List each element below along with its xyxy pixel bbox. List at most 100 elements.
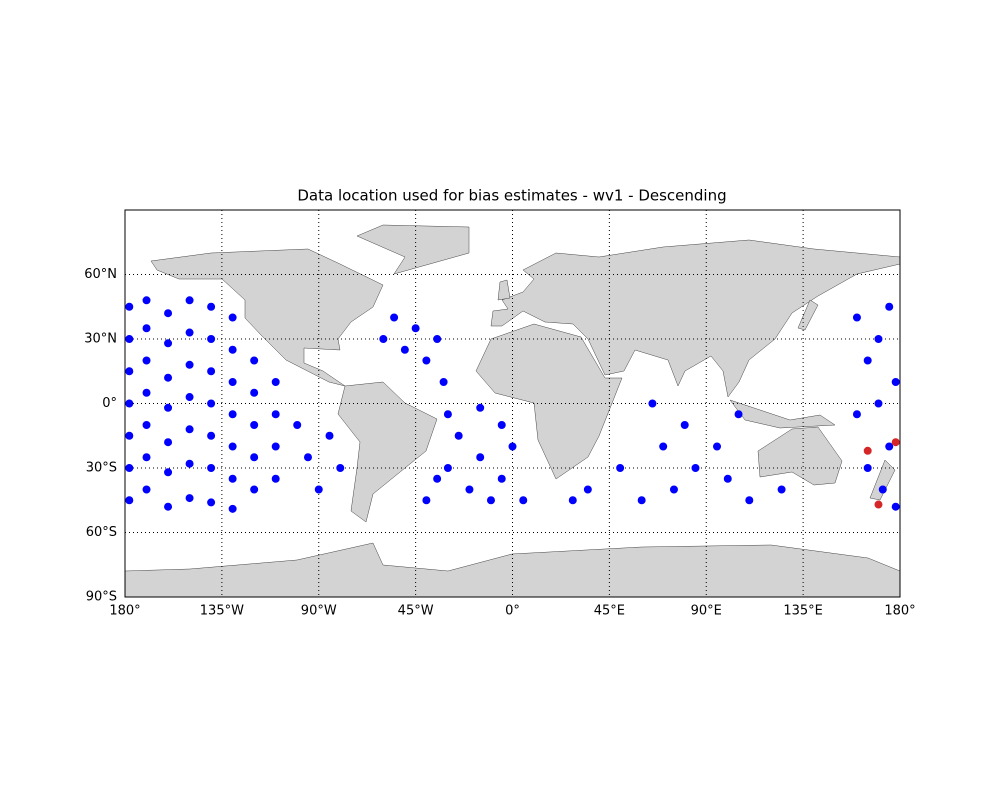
data-point [891, 502, 900, 511]
data-point [433, 474, 442, 483]
data-point [891, 438, 900, 447]
data-point [379, 335, 388, 343]
data-point [250, 388, 259, 397]
data-point [142, 421, 151, 429]
data-point [185, 393, 194, 402]
x-tick-label: 0° [505, 604, 520, 619]
data-point [185, 328, 194, 337]
data-point [125, 335, 134, 343]
data-point [271, 474, 280, 483]
data-point [734, 410, 743, 419]
data-point [874, 500, 883, 509]
data-point [852, 410, 861, 419]
y-tick-label: 90°S [86, 590, 117, 605]
data-point [142, 324, 151, 333]
data-point [465, 485, 474, 494]
data-point [659, 442, 668, 451]
data-point [583, 485, 592, 494]
data-point [400, 345, 409, 354]
data-point [669, 485, 678, 494]
data-point [228, 442, 237, 451]
data-point [314, 485, 323, 494]
data-point [125, 367, 134, 376]
data-point [616, 464, 625, 472]
data-point [185, 296, 194, 305]
y-tick-label: 30°N [84, 332, 117, 347]
y-tick-label: 60°N [84, 267, 117, 282]
x-tick-label: 180° [109, 604, 140, 619]
y-tick-label: 0° [102, 396, 117, 411]
new-zealand [869, 459, 896, 501]
data-point [207, 367, 216, 376]
data-point [411, 324, 420, 333]
data-point [874, 335, 883, 343]
data-point [228, 474, 237, 483]
data-point [207, 302, 216, 311]
data-point [125, 431, 134, 440]
y-tick-label: 30°S [86, 461, 117, 476]
data-point [293, 421, 302, 429]
data-point [207, 335, 216, 343]
data-point [142, 356, 151, 365]
x-tick-label: 45°E [594, 604, 625, 619]
data-point [125, 496, 134, 505]
data-point [125, 302, 134, 311]
data-point [142, 388, 151, 397]
data-point [863, 356, 872, 365]
data-point [439, 378, 448, 386]
chart-title: Data location used for bias estimates - … [297, 187, 726, 205]
data-point [878, 485, 887, 494]
data-point [228, 378, 237, 386]
data-point [271, 442, 280, 451]
data-point [422, 496, 431, 505]
data-point [250, 453, 259, 462]
data-point [863, 464, 872, 472]
data-point [486, 496, 495, 505]
data-point [250, 421, 259, 429]
data-point [443, 464, 452, 472]
data-point [723, 474, 732, 483]
x-tick-label: 135°W [200, 604, 244, 619]
data-point [228, 313, 237, 322]
data-point [303, 453, 312, 462]
data-point [185, 494, 194, 503]
data-point [250, 356, 259, 365]
data-point [164, 309, 173, 318]
data-point [497, 421, 506, 429]
data-point [164, 468, 173, 477]
data-point [680, 421, 689, 429]
indonesia [729, 399, 836, 429]
data-point [863, 446, 872, 455]
data-point [422, 356, 431, 365]
data-point [228, 410, 237, 419]
data-point [325, 431, 334, 440]
data-point [648, 399, 657, 408]
data-point [164, 339, 173, 348]
data-point [745, 496, 754, 505]
data-point [185, 360, 194, 369]
data-point [164, 438, 173, 447]
australia [757, 426, 843, 486]
eurasia [490, 239, 901, 398]
x-tick-label: 135°E [783, 604, 823, 619]
data-point [185, 459, 194, 468]
data-point [271, 410, 280, 419]
data-point [228, 504, 237, 513]
uk [497, 279, 511, 301]
data-point [207, 498, 216, 507]
data-point [125, 464, 134, 472]
x-tick-label: 180° [884, 604, 915, 619]
x-tick-label: 45°W [398, 604, 434, 619]
data-point [519, 496, 528, 505]
data-point [164, 403, 173, 412]
data-point [713, 442, 722, 451]
data-point [207, 431, 216, 440]
data-point [164, 373, 173, 382]
data-point [207, 464, 216, 472]
data-point [508, 442, 517, 451]
data-point [142, 485, 151, 494]
x-tick-label: 90°W [301, 604, 337, 619]
data-point [691, 464, 700, 472]
